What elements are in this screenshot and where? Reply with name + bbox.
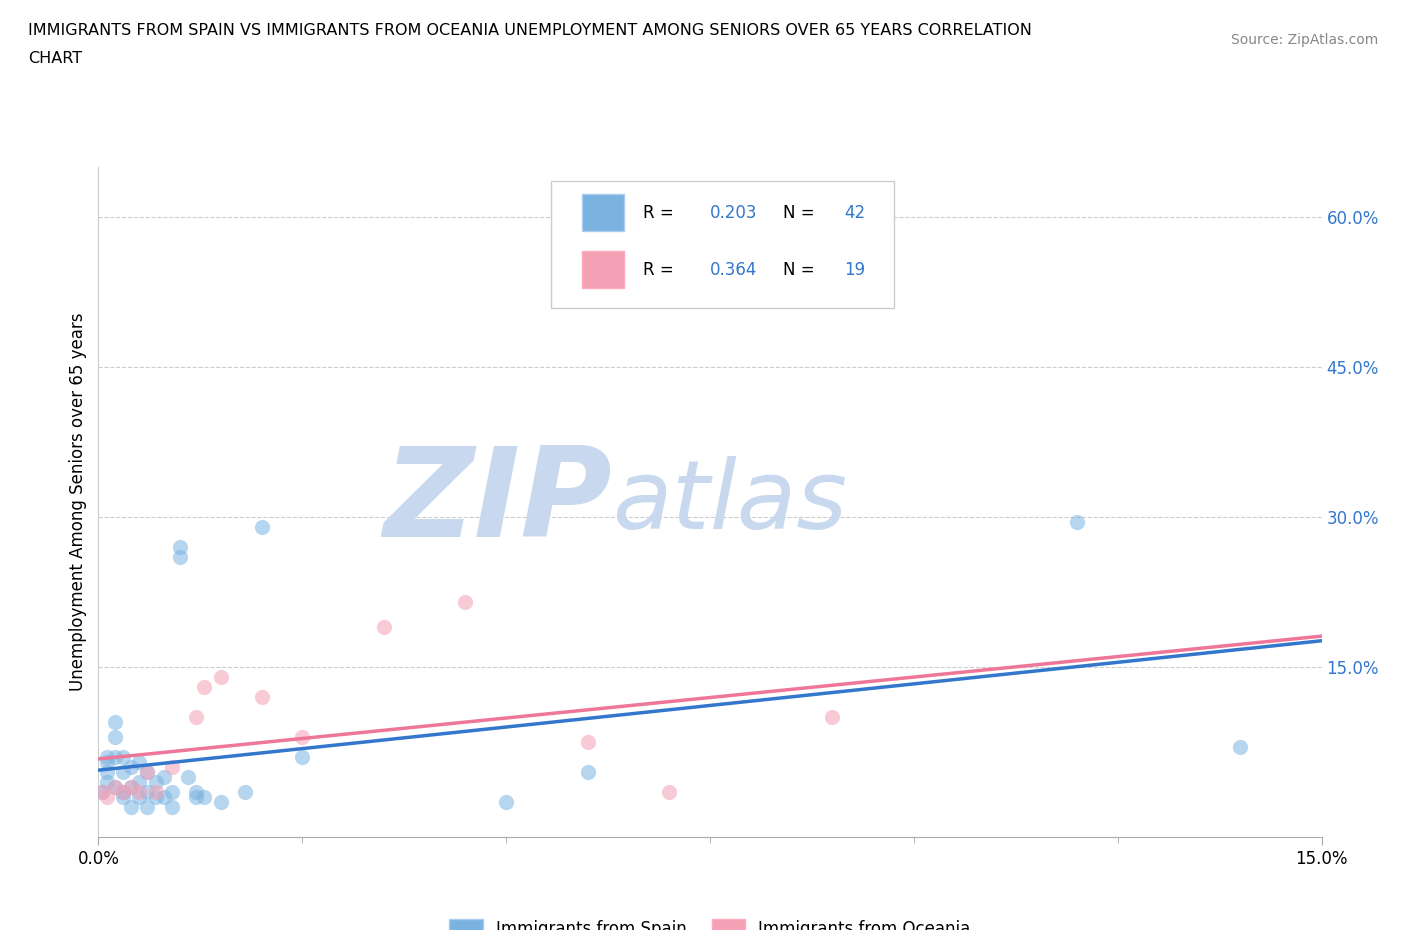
Point xyxy=(96,790,118,804)
Point xyxy=(91,785,114,800)
Text: 19: 19 xyxy=(845,260,866,278)
Point xyxy=(104,750,127,764)
Point xyxy=(120,760,142,775)
Point xyxy=(111,785,134,800)
Point xyxy=(1229,739,1251,754)
Point xyxy=(495,794,517,809)
Text: R =: R = xyxy=(643,204,679,221)
Point xyxy=(128,775,150,790)
Point xyxy=(96,750,118,764)
Point xyxy=(160,785,183,800)
Text: R =: R = xyxy=(643,260,679,278)
Point xyxy=(250,520,273,535)
Text: 42: 42 xyxy=(845,204,866,221)
Point xyxy=(104,779,127,794)
Point xyxy=(169,539,191,554)
Point xyxy=(576,764,599,779)
Point xyxy=(136,785,159,800)
Point xyxy=(186,790,208,804)
Point xyxy=(160,760,183,775)
Point xyxy=(91,785,114,800)
Text: IMMIGRANTS FROM SPAIN VS IMMIGRANTS FROM OCEANIA UNEMPLOYMENT AMONG SENIORS OVER: IMMIGRANTS FROM SPAIN VS IMMIGRANTS FROM… xyxy=(28,23,1032,38)
Text: 0.203: 0.203 xyxy=(710,204,758,221)
Point xyxy=(104,714,127,729)
Point xyxy=(111,764,134,779)
Point xyxy=(120,779,142,794)
Point xyxy=(120,779,142,794)
Point xyxy=(104,730,127,745)
FancyBboxPatch shape xyxy=(582,194,624,231)
Text: atlas: atlas xyxy=(612,456,848,549)
Point xyxy=(96,764,118,779)
Point xyxy=(250,690,273,705)
Text: 0.364: 0.364 xyxy=(710,260,758,278)
Point xyxy=(454,594,477,609)
Point xyxy=(111,785,134,800)
Point xyxy=(152,790,174,804)
Text: Source: ZipAtlas.com: Source: ZipAtlas.com xyxy=(1230,33,1378,46)
Point xyxy=(291,750,314,764)
Point xyxy=(145,790,167,804)
FancyBboxPatch shape xyxy=(551,180,894,308)
Point xyxy=(128,785,150,800)
Point xyxy=(186,785,208,800)
Point xyxy=(658,785,681,800)
FancyBboxPatch shape xyxy=(582,251,624,288)
Point xyxy=(373,619,395,634)
Point xyxy=(576,735,599,750)
Text: N =: N = xyxy=(783,260,820,278)
Point xyxy=(152,770,174,785)
Point xyxy=(136,764,159,779)
Y-axis label: Unemployment Among Seniors over 65 years: Unemployment Among Seniors over 65 years xyxy=(69,313,87,691)
Point xyxy=(96,775,118,790)
Point xyxy=(136,764,159,779)
Point xyxy=(291,730,314,745)
Text: ZIP: ZIP xyxy=(384,442,612,563)
Point xyxy=(111,790,134,804)
Point xyxy=(145,775,167,790)
Point xyxy=(111,750,134,764)
Text: N =: N = xyxy=(783,204,820,221)
Point xyxy=(821,710,844,724)
Point xyxy=(177,770,200,785)
Point xyxy=(104,779,127,794)
Point xyxy=(193,790,215,804)
Point xyxy=(186,710,208,724)
Point xyxy=(136,800,159,815)
Point xyxy=(193,680,215,695)
Point xyxy=(209,794,232,809)
Point xyxy=(169,550,191,565)
Point xyxy=(1066,514,1088,529)
Legend: Immigrants from Spain, Immigrants from Oceania: Immigrants from Spain, Immigrants from O… xyxy=(443,912,977,930)
Point xyxy=(120,800,142,815)
Point xyxy=(145,785,167,800)
Point xyxy=(233,785,256,800)
Point xyxy=(96,754,118,769)
Point xyxy=(209,670,232,684)
Point xyxy=(128,754,150,769)
Point xyxy=(128,790,150,804)
Point xyxy=(160,800,183,815)
Text: CHART: CHART xyxy=(28,51,82,66)
